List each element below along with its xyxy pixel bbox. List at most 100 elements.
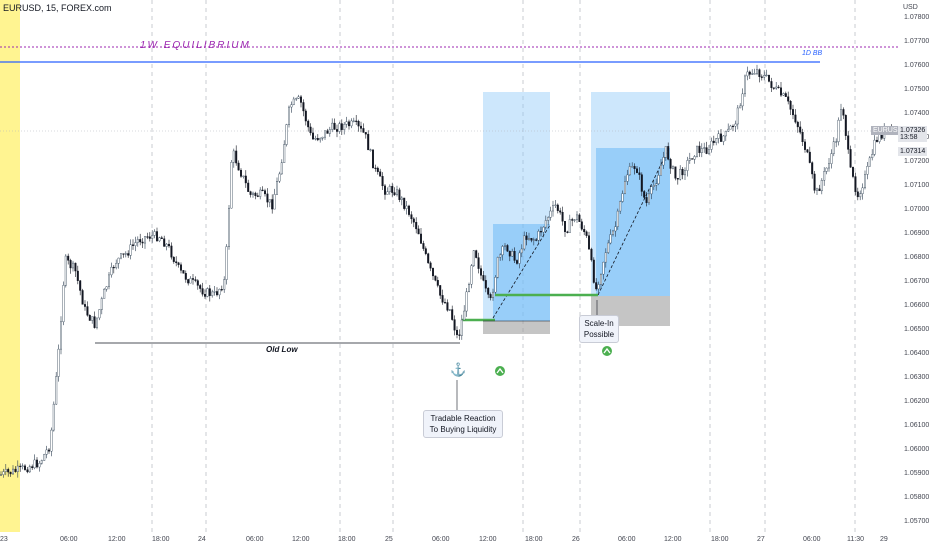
candle-body [211,291,214,296]
candle-body [292,98,295,105]
candle-body [107,274,110,287]
candle-body [614,226,617,232]
candle-body [856,191,859,198]
reaction-line-1: Tradable Reaction [430,414,496,423]
candle-body [624,181,627,194]
candle-body [57,348,60,377]
candle-body [50,429,53,452]
candle-body [338,123,341,132]
candle-body [650,186,653,195]
candle-body [489,294,492,299]
candle-body [129,244,132,256]
candle-body [717,133,720,139]
candle-body [60,321,63,350]
candle-body [201,288,204,295]
candle-body [604,252,607,263]
candle-body [727,128,730,132]
candle-body [636,168,639,173]
time-tick: 27 [757,536,765,543]
candle-body [638,172,641,175]
candle-body [494,277,497,293]
candle-body [792,109,795,116]
candle-body [705,147,708,154]
candle-body [206,288,209,297]
candle-body [820,180,823,192]
time-tick: 18:00 [338,536,356,543]
candle-body [655,183,658,186]
candle-body [21,465,24,467]
candle-body [775,86,778,89]
candle-body [103,288,106,299]
candle-body [691,158,694,160]
price-chart[interactable] [0,0,898,532]
countdown: 13:58 [900,134,918,141]
candle-body [696,145,699,157]
candle-body [76,270,79,281]
reaction-callout[interactable]: Tradable Reaction To Buying Liquidity [423,410,503,438]
candle-body [576,214,579,220]
candle-body [290,104,293,108]
candle-body [170,245,173,258]
candle-body [835,141,838,143]
candle-body [436,280,439,286]
candle-body [763,75,766,78]
candle-body [321,136,324,139]
candle-body [177,262,180,265]
candle-body [146,236,149,238]
candle-body [734,123,737,127]
candle-body [844,115,847,136]
candle-body [251,192,254,195]
candle-body [441,295,444,303]
candle-body [239,169,242,177]
candle-body [552,205,555,212]
candle-body [746,71,749,77]
candle-body [847,135,850,150]
candle-body [203,293,206,297]
candle-body [16,465,19,472]
chart-pane[interactable]: EURUSD, 15, FOREX.com 1W EQUILIBRIUM 1D … [0,0,898,532]
candle-body [167,243,170,247]
candle-body [768,74,771,82]
candle-body [271,199,274,210]
candle-body [31,466,34,469]
ticker-tag: EURUSD [871,126,905,135]
price-tick: 1.07500 [904,86,930,93]
candle-body [508,250,511,257]
price-tick: 1.07100 [904,182,930,189]
candle-body [91,316,94,321]
candle-body [626,174,629,182]
candle-body [816,188,819,191]
candle-body [652,185,655,187]
candle-body [811,162,814,175]
candle-body [175,261,178,264]
price-tick: 1.07200 [904,158,930,165]
candle-body [511,251,514,257]
price-tick: 1.06000 [904,446,930,453]
time-axis[interactable]: 23 06:00 12:00 18:00 24 06:00 12:00 18:00 25 06:0… [0,532,898,550]
candle-body [736,107,739,125]
candle-body [662,157,665,166]
candle-body [288,106,291,125]
candle-body [213,291,216,293]
reaction-line-2: To Buying Liquidity [429,425,497,434]
candle-body [631,166,634,168]
candle-body [859,193,862,198]
candle-body [480,268,483,276]
candle-body [160,237,163,239]
candle-body [456,329,459,335]
time-tick: 12:00 [108,536,126,543]
candle-body [504,245,507,247]
candle-body [148,236,151,239]
candle-body [686,160,689,171]
candle-body [388,186,391,192]
buy-marker-1[interactable] [495,366,505,376]
candle-body [616,210,619,227]
candle-body [854,176,857,192]
price-axis[interactable]: USD 1.07800 1.07700 1.07600 1.07500 1.07400 1… [871,0,932,532]
scale-in-callout[interactable]: Scale-In Possible [579,315,619,343]
buy-marker-2[interactable] [602,346,612,356]
symbol-title[interactable]: EURUSD, 15, FOREX.com [3,3,112,13]
candle-body [396,189,399,195]
candle-body [868,157,871,167]
candle-body [496,257,499,278]
